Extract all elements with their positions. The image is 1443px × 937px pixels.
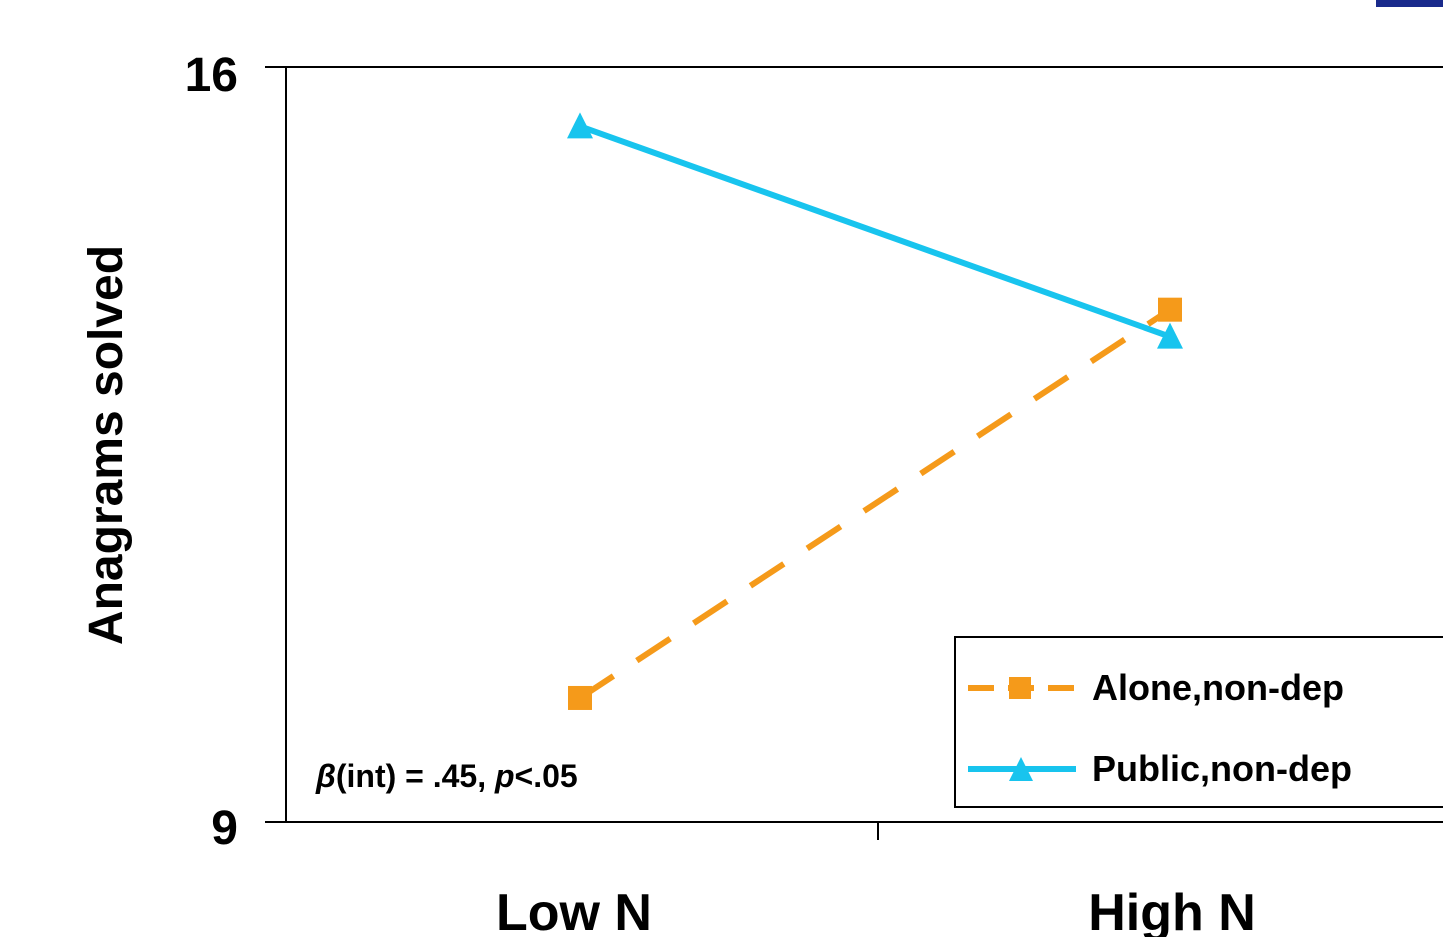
x-tick-label-low: Low N xyxy=(496,884,652,937)
legend-item-alone: Alone,non-dep xyxy=(966,667,1344,708)
p-symbol: p xyxy=(495,758,515,794)
stat-text-1: (int) = .45, xyxy=(335,758,495,794)
data-point-1-1 xyxy=(1157,322,1183,349)
legend-label-alone: Alone,non-dep xyxy=(1092,667,1344,708)
legend-marker-public xyxy=(968,757,1076,781)
legend-marker-alone xyxy=(968,677,1076,699)
series-layer xyxy=(567,112,1183,710)
legend: Alone,non-dep Public,non-dep xyxy=(954,636,1443,808)
data-point-1-0 xyxy=(567,112,593,139)
data-point-0-1 xyxy=(1158,297,1182,322)
legend-label-public: Public,non-dep xyxy=(1092,748,1352,789)
y-axis-label: Anagrams solved xyxy=(80,245,133,645)
stat-text-2: <.05 xyxy=(514,758,578,794)
y-tick-label-bottom: 9 xyxy=(211,802,238,855)
slide-corner-mark xyxy=(1376,0,1443,7)
beta-symbol: β xyxy=(316,758,336,794)
series-line-0 xyxy=(578,307,1172,701)
y-tick-label-top: 16 xyxy=(185,49,238,102)
data-point-0-0 xyxy=(568,685,592,710)
legend-item-public: Public,non-dep xyxy=(966,748,1352,789)
interaction-statistic: β(int) = .45, p<.05 xyxy=(316,758,578,795)
x-tick-label-high: High N xyxy=(1088,884,1256,937)
series-line-1 xyxy=(578,123,1172,340)
